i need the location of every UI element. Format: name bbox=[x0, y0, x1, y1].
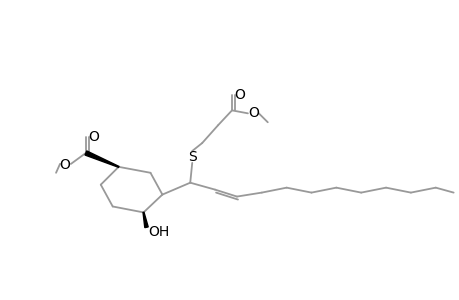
Text: O: O bbox=[234, 88, 245, 101]
Polygon shape bbox=[85, 151, 118, 167]
Text: OH: OH bbox=[147, 225, 169, 239]
Text: O: O bbox=[88, 130, 99, 144]
Text: O: O bbox=[59, 158, 70, 172]
Polygon shape bbox=[143, 212, 148, 228]
Text: O: O bbox=[248, 106, 259, 120]
Text: S: S bbox=[187, 150, 196, 164]
